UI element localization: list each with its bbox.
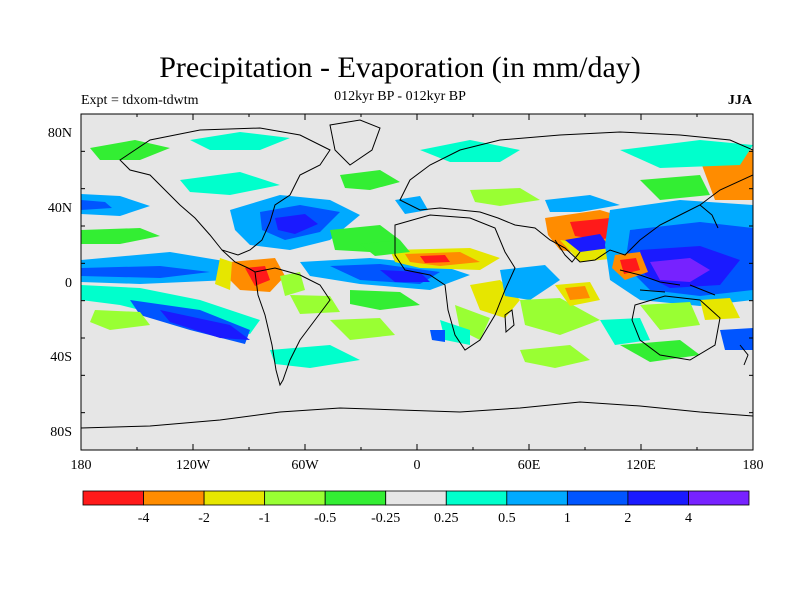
pe-region xyxy=(420,140,520,162)
pe-region xyxy=(180,172,280,195)
pe-region xyxy=(565,286,590,300)
coastline-australia xyxy=(631,295,721,361)
map-title: Precipitation - Evaporation (in mm/day) xyxy=(159,51,641,84)
coastline-eurasia xyxy=(399,131,753,263)
colorbar-label: -0.5 xyxy=(314,511,336,526)
colorbar-label: -2 xyxy=(198,511,210,526)
pe-region xyxy=(700,298,740,320)
coastline-new-zealand xyxy=(739,344,749,366)
coastline-greenland xyxy=(329,119,381,166)
colorbar-label: 2 xyxy=(624,511,631,526)
coastline-north-america xyxy=(119,127,331,256)
colorbar-label: 0.25 xyxy=(434,511,459,526)
lon-tick-label: 0 xyxy=(414,458,421,473)
pe-region xyxy=(640,302,700,330)
colorbar-label: -1 xyxy=(259,511,271,526)
pe-region xyxy=(160,310,250,340)
coastline-africa xyxy=(394,214,516,351)
colorbar-box xyxy=(385,490,447,506)
pe-region xyxy=(275,214,318,234)
pe-region xyxy=(520,345,590,368)
pe-region xyxy=(340,170,400,190)
pe-region xyxy=(350,290,420,310)
pe-region xyxy=(500,265,560,300)
coastline-central-america xyxy=(221,249,256,273)
lon-tick-label: 120E xyxy=(626,458,656,473)
pe-region xyxy=(650,258,710,282)
colorbar-labels: -4 -2 -1 -0.5 -0.25 0.25 0.5 1 2 4 xyxy=(138,511,692,526)
pe-field xyxy=(81,132,753,368)
coastline-japan xyxy=(699,204,719,229)
colorbar-box xyxy=(324,490,387,506)
coastline-south-america xyxy=(254,267,331,387)
colorbar-box xyxy=(627,490,689,506)
lon-tick-label: 120W xyxy=(176,458,211,473)
colorbar-box xyxy=(264,490,326,506)
coastline-india xyxy=(554,239,581,263)
colorbar-box xyxy=(82,490,144,506)
pe-region xyxy=(420,255,450,263)
pe-region xyxy=(360,240,410,256)
lon-tick-label: 60W xyxy=(291,458,319,473)
pe-region xyxy=(620,258,640,274)
axis-ticks xyxy=(80,113,754,451)
colorbar-label: 4 xyxy=(685,511,692,526)
pe-region xyxy=(290,295,340,314)
colorbar-box xyxy=(445,490,508,506)
pe-region xyxy=(190,132,290,150)
pe-region xyxy=(565,234,610,252)
pe-region xyxy=(620,140,753,168)
map-subtitle: 012kyr BP - 012kyr BP xyxy=(334,89,466,104)
colorbar-box xyxy=(143,490,205,506)
pe-region xyxy=(81,266,210,278)
colorbar-box xyxy=(203,490,266,506)
lon-tick-label: 180 xyxy=(743,458,764,473)
pe-region xyxy=(81,194,150,216)
experiment-label: Expt = tdxom-tdwtm xyxy=(81,93,199,108)
pe-region xyxy=(520,298,600,335)
pe-region xyxy=(430,330,445,342)
pe-region xyxy=(245,266,270,286)
pe-region xyxy=(90,310,150,330)
pe-region xyxy=(280,272,305,296)
lat-tick-label: 40N xyxy=(48,201,72,216)
pe-region xyxy=(640,175,710,200)
colorbar-box xyxy=(506,490,568,506)
coastline-maritime-continent xyxy=(619,269,716,296)
lat-tick-label: 80S xyxy=(50,425,72,440)
pe-region xyxy=(81,200,112,210)
season-label: JJA xyxy=(727,93,752,108)
colorbar-label: 0.5 xyxy=(498,511,516,526)
pe-region xyxy=(440,320,470,345)
pe-region xyxy=(81,228,160,244)
lat-tick-label: 0 xyxy=(65,276,72,291)
pe-region xyxy=(215,258,232,290)
lon-tick-label: 180 xyxy=(71,458,92,473)
pe-region xyxy=(470,188,540,206)
pe-region xyxy=(330,318,395,340)
lon-tick-label: 60E xyxy=(518,458,541,473)
colorbar-label: -0.25 xyxy=(371,511,400,526)
colorbar-box xyxy=(688,490,750,506)
lat-tick-label: 80N xyxy=(48,126,72,141)
lat-tick-label: 40S xyxy=(50,350,72,365)
coastline-madagascar xyxy=(504,309,515,334)
pe-region xyxy=(545,195,620,212)
colorbar-box xyxy=(566,490,629,506)
colorbar-label: -4 xyxy=(138,511,150,526)
pe-region xyxy=(90,140,170,160)
pe-region xyxy=(600,318,650,345)
colorbar xyxy=(82,490,750,506)
pe-region xyxy=(720,328,753,350)
pe-region xyxy=(620,340,700,362)
pe-region xyxy=(270,345,360,368)
coastlines xyxy=(81,119,753,429)
colorbar-label: 1 xyxy=(564,511,571,526)
coastline-antarctica xyxy=(81,401,753,429)
